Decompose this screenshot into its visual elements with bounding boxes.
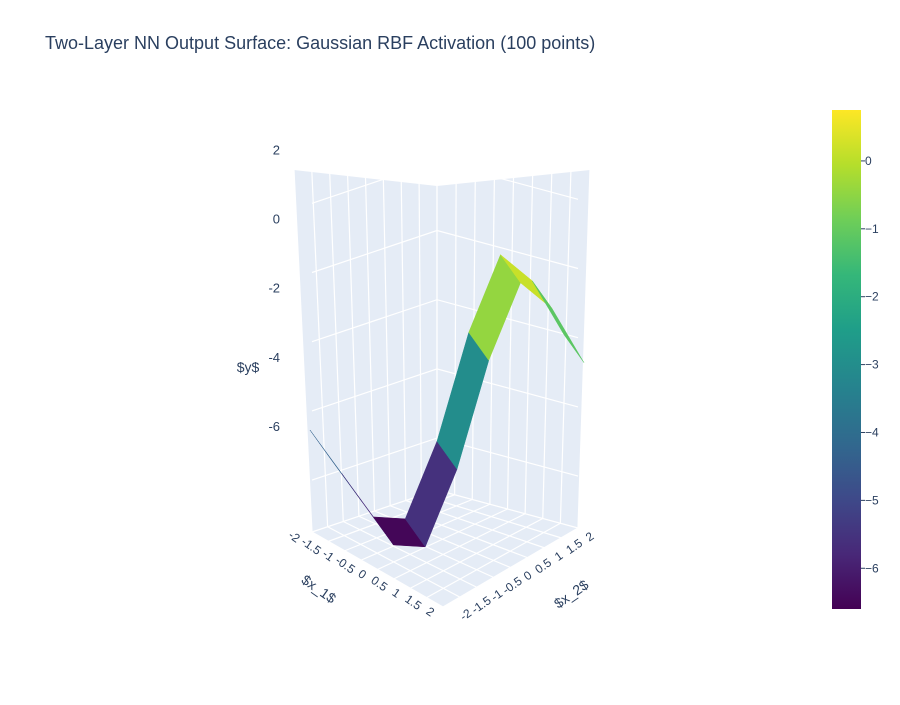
grid-line [364, 177, 376, 512]
grid-line [577, 169, 591, 529]
grid-line [524, 175, 534, 514]
grid-line [400, 181, 407, 501]
z-tick-label: 0 [273, 212, 280, 227]
x1-tick-label: 1 [390, 585, 404, 600]
wall-right [437, 170, 590, 528]
x2-tick-label: 1 [552, 548, 566, 563]
colorbar-gradient [832, 110, 861, 609]
z-tick-label: -6 [268, 419, 280, 434]
z-tick-label: -2 [268, 281, 280, 296]
grid-line [347, 175, 360, 517]
colorbar-tick-label: 0 [865, 154, 872, 168]
surface-patch [532, 280, 585, 363]
x2-tick-label: 0 [521, 568, 535, 583]
x2-tick-label: 2 [583, 529, 597, 544]
wall-left [294, 170, 437, 532]
grid-line [311, 368, 579, 412]
grid-line [329, 173, 344, 522]
colorbar-tick-label: −3 [865, 358, 879, 372]
grid-line [311, 160, 579, 204]
grid-line [436, 489, 579, 529]
x1-tick-label: 2 [424, 604, 438, 619]
z-axis-label: $y$ [237, 359, 260, 375]
grid-line [382, 179, 391, 506]
x1-tick-label: 0.5 [368, 573, 390, 594]
x2-tick-label: 1.5 [563, 536, 585, 557]
grid-line [442, 527, 579, 608]
x1-axis-label: $x_1$ [299, 571, 340, 606]
x1-tick-label: -1.5 [299, 534, 324, 558]
grid-line [311, 171, 329, 527]
colorbar-tick-label: −6 [865, 561, 879, 575]
grid-line [311, 437, 579, 481]
scene-3d[interactable]: -6-4-202$y$-2-1.5-1-0.50 0.5 1 1.5 2$x_1$-2-… [237, 142, 597, 623]
colorbar-tick-label: −5 [865, 493, 879, 507]
grid-line [393, 513, 526, 580]
colorbar-tick-label: −2 [865, 290, 879, 304]
x2-axis-label: $x_2$ [551, 576, 592, 611]
grid-line [311, 229, 579, 274]
colorbar-tick-label: −1 [865, 222, 879, 236]
x1-tick-label: 0 [356, 567, 370, 582]
grid-line [293, 169, 313, 533]
chart-title: Two-Layer NN Output Surface: Gaussian RB… [45, 33, 596, 53]
grid-line [506, 177, 515, 510]
grid-line [426, 522, 561, 599]
x2-tick-label: -0.5 [500, 574, 525, 598]
grid-line [559, 171, 572, 524]
x2-tick-label: 0.5 [532, 555, 554, 576]
grid-line [421, 494, 562, 539]
colorbar: 0 −1 −2 −3 −4 −5 −6 [832, 110, 879, 609]
colorbar-tick-label: −4 [865, 425, 879, 439]
grid-line [542, 173, 553, 519]
grid-line [409, 517, 544, 589]
z-tick-label: 2 [273, 142, 280, 157]
z-tick-label: -4 [268, 350, 280, 365]
grid-line [311, 299, 579, 343]
